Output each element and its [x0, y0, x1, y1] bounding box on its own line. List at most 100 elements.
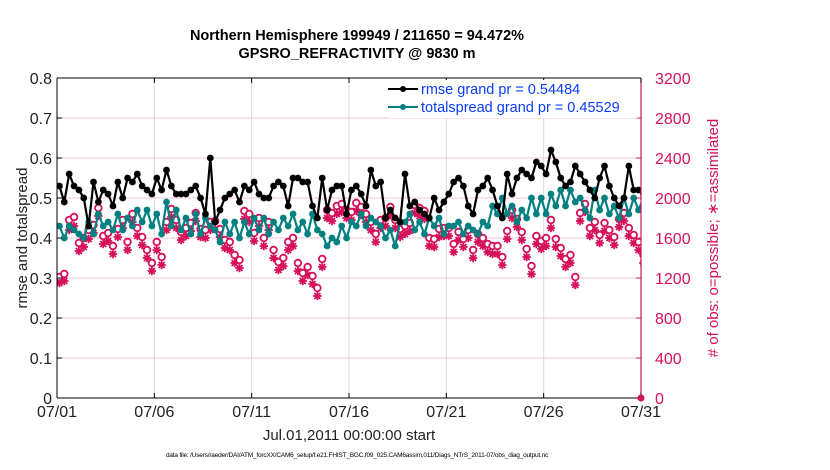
- rmse-point: [435, 206, 443, 214]
- obs-assimilated-marker: [795, 225, 803, 233]
- obs-assimilated-marker: [814, 233, 822, 241]
- totalspread-point: [776, 203, 783, 210]
- totalspread-point: [182, 214, 190, 222]
- rmse-point: [494, 202, 501, 210]
- rmse-point: [801, 191, 808, 198]
- rmse-point: [294, 174, 302, 182]
- y-right-tick-label: 2800: [655, 111, 691, 128]
- totalspread-point: [333, 238, 341, 246]
- rmse-point: [771, 199, 778, 206]
- rmse-point: [265, 194, 273, 202]
- totalspread-point: [762, 223, 769, 230]
- totalspread-point: [362, 222, 370, 230]
- rmse-point: [313, 214, 321, 222]
- rmse-point: [537, 162, 545, 170]
- rmse-point: [820, 163, 827, 170]
- rmse-point: [440, 198, 448, 206]
- obs-possible-marker: [152, 237, 161, 247]
- totalspread-point: [503, 210, 511, 218]
- obs-assimilated-marker: [693, 226, 701, 234]
- totalspread-point: [187, 230, 195, 238]
- rmse-point: [94, 198, 102, 206]
- totalspread-point: [694, 231, 701, 238]
- rmse-point: [406, 202, 414, 210]
- obs-possible-marker: [772, 230, 779, 237]
- x-tick-label: 07/16: [329, 404, 369, 421]
- totalspread-point: [80, 234, 88, 242]
- rmse-point: [338, 182, 346, 190]
- obs-assimilated-marker: [819, 208, 827, 216]
- obs-assimilated-marker: [575, 216, 585, 226]
- totalspread-point: [562, 202, 569, 210]
- obs-assimilated-marker: [313, 291, 322, 301]
- totalspread-point: [57, 222, 63, 230]
- legend: rmse grand pr = 0.54484 totalspread gran…: [388, 80, 638, 118]
- totalspread-point: [289, 210, 297, 218]
- totalspread-point: [781, 215, 788, 222]
- rmse-point: [615, 202, 623, 210]
- ticks: 0 0.1 0.2 0.3 0.4 0.5 0.6 0.7 0.8 0 400 800 1200 1600…: [30, 71, 691, 421]
- totalspread-point: [625, 210, 633, 218]
- totalspread-point: [352, 222, 360, 230]
- legend-entry-totalspread: totalspread grand pr = 0.45529: [421, 100, 620, 116]
- totalspread-point: [124, 214, 131, 222]
- obs-assimilated-marker: [595, 238, 604, 248]
- rmse-point: [65, 170, 73, 178]
- rmse-point: [148, 190, 156, 198]
- totalspread-point: [723, 211, 730, 218]
- obs-possible-marker: [298, 268, 307, 278]
- obs-assimilated-marker: [766, 224, 774, 232]
- obs-assimilated-marker: [824, 201, 830, 209]
- rmse-point: [109, 202, 117, 210]
- obs-assimilated-marker: [751, 224, 759, 232]
- totalspread-point: [650, 211, 657, 218]
- y-tick-label: 0.6: [30, 151, 52, 168]
- totalspread-point: [474, 230, 482, 238]
- totalspread-point: [65, 222, 73, 230]
- rmse-point: [518, 166, 526, 174]
- totalspread-point: [518, 206, 526, 214]
- totalspread-point: [367, 214, 375, 222]
- rmse-point: [630, 186, 638, 194]
- rmse-point: [445, 190, 453, 198]
- rmse-point: [124, 174, 131, 182]
- obs-assimilated-marker: [459, 242, 468, 252]
- rmse-point: [70, 182, 78, 190]
- totalspread-point: [806, 199, 813, 206]
- obs-possible-marker: [147, 258, 157, 268]
- obs-possible-marker: [796, 218, 803, 225]
- rmse-point: [815, 191, 822, 198]
- obs-assimilated-marker: [113, 232, 123, 242]
- totalspread-point: [581, 206, 589, 214]
- rmse-point: [138, 182, 146, 190]
- rmse-point: [776, 187, 783, 194]
- obs-possible-marker: [449, 239, 458, 249]
- totalspread-point: [747, 211, 754, 218]
- rmse-point: [557, 174, 565, 182]
- obs-possible-marker: [689, 224, 696, 231]
- obs-assimilated-marker: [780, 244, 788, 252]
- totalspread-point: [605, 210, 613, 218]
- y-right-tick-label: 2400: [655, 151, 691, 168]
- rmse-point: [459, 182, 467, 190]
- rmse-point: [571, 162, 579, 170]
- obs-possible-marker: [303, 262, 312, 272]
- totalspread-point: [421, 230, 428, 238]
- rmse-point: [596, 174, 604, 182]
- totalspread-point: [455, 218, 462, 226]
- y-tick-label: 0.2: [30, 311, 52, 328]
- rmse-point: [99, 186, 107, 194]
- obs-possible-marker: [801, 207, 808, 214]
- rmse-point: [425, 214, 433, 222]
- totalspread-point: [133, 206, 141, 214]
- totalspread-point: [660, 215, 667, 222]
- obs-assimilated-marker: [235, 263, 244, 273]
- rmse-point: [60, 198, 68, 206]
- y-right-tick-label: 400: [655, 351, 682, 368]
- rmse-point: [825, 171, 830, 178]
- obs-possible-marker: [522, 244, 531, 254]
- rmse-point: [114, 178, 122, 186]
- totalspread-point: [104, 218, 112, 226]
- rmse-point: [513, 174, 521, 182]
- rmse-point: [163, 166, 170, 174]
